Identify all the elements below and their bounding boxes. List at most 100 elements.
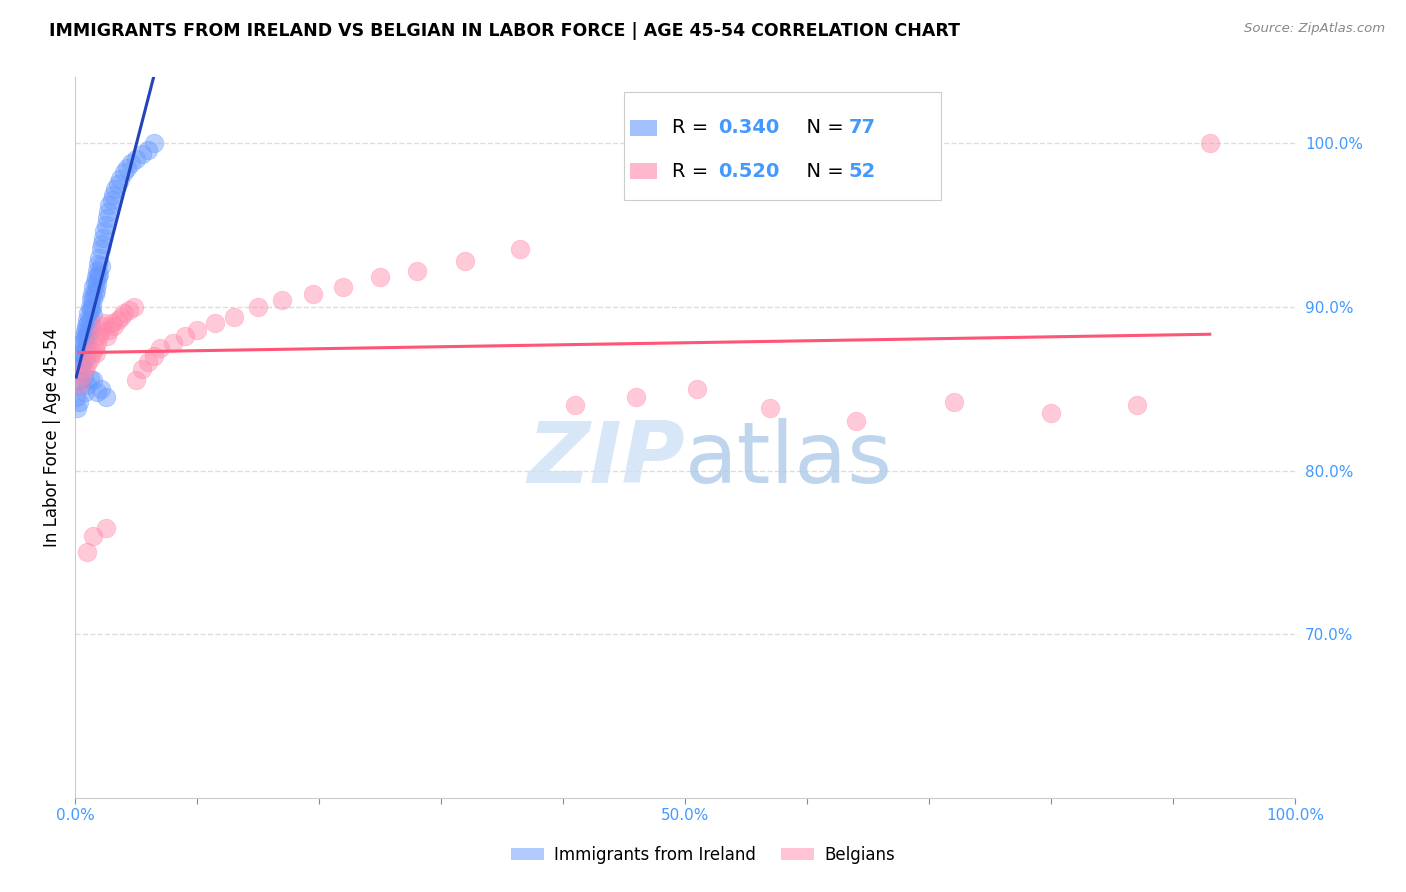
- Point: [86, 335, 108, 350]
- Point: [82, 373, 104, 387]
- Point: [103, 319, 125, 334]
- Point: [94, 390, 117, 404]
- Point: [332, 280, 354, 294]
- Point: [67, 394, 90, 409]
- Text: R =: R =: [672, 119, 714, 137]
- Point: [454, 253, 477, 268]
- Point: [73, 324, 96, 338]
- Point: [118, 303, 141, 318]
- Point: [72, 335, 94, 350]
- FancyBboxPatch shape: [624, 92, 941, 200]
- Point: [80, 303, 103, 318]
- Point: [89, 329, 111, 343]
- Point: [122, 300, 145, 314]
- Point: [84, 284, 107, 298]
- Point: [1125, 398, 1147, 412]
- Point: [79, 313, 101, 327]
- Point: [1198, 136, 1220, 150]
- Point: [87, 270, 110, 285]
- Point: [79, 352, 101, 367]
- Point: [97, 204, 120, 219]
- Point: [89, 251, 111, 265]
- Point: [72, 368, 94, 383]
- Point: [845, 414, 868, 428]
- Point: [83, 286, 105, 301]
- Point: [76, 378, 98, 392]
- Point: [72, 339, 94, 353]
- Point: [80, 292, 103, 306]
- Point: [98, 323, 121, 337]
- Point: [89, 267, 111, 281]
- Text: R =: R =: [672, 161, 714, 180]
- Point: [173, 329, 195, 343]
- Point: [79, 324, 101, 338]
- Point: [76, 313, 98, 327]
- Point: [72, 329, 94, 343]
- Point: [90, 324, 112, 338]
- Point: [65, 390, 87, 404]
- Point: [82, 308, 104, 322]
- Point: [84, 345, 107, 359]
- Y-axis label: In Labor Force | Age 45-54: In Labor Force | Age 45-54: [44, 328, 60, 548]
- Point: [77, 316, 100, 330]
- Point: [73, 362, 96, 376]
- Point: [91, 231, 114, 245]
- Point: [564, 398, 586, 412]
- Text: Source: ZipAtlas.com: Source: ZipAtlas.com: [1244, 22, 1385, 36]
- Point: [143, 136, 166, 150]
- Point: [76, 335, 98, 350]
- Point: [87, 257, 110, 271]
- Point: [136, 143, 159, 157]
- Point: [86, 384, 108, 399]
- Point: [90, 243, 112, 257]
- Point: [73, 384, 96, 399]
- Point: [1040, 406, 1063, 420]
- Point: [112, 165, 135, 179]
- Point: [66, 365, 89, 379]
- Point: [76, 323, 98, 337]
- Point: [101, 188, 124, 202]
- Text: N =: N =: [793, 119, 849, 137]
- Point: [70, 345, 93, 359]
- Point: [72, 357, 94, 371]
- Point: [66, 401, 89, 416]
- Point: [73, 333, 96, 347]
- Point: [72, 349, 94, 363]
- Point: [94, 521, 117, 535]
- Point: [93, 224, 115, 238]
- Point: [86, 263, 108, 277]
- Text: ZIP: ZIP: [527, 417, 685, 501]
- Point: [104, 182, 127, 196]
- Text: IMMIGRANTS FROM IRELAND VS BELGIAN IN LABOR FORCE | AGE 45-54 CORRELATION CHART: IMMIGRANTS FROM IRELAND VS BELGIAN IN LA…: [49, 22, 960, 40]
- Point: [90, 259, 112, 273]
- Point: [112, 306, 135, 320]
- Point: [69, 352, 91, 367]
- Point: [162, 335, 184, 350]
- Point: [107, 177, 129, 191]
- Bar: [630, 120, 657, 136]
- Point: [82, 292, 104, 306]
- Point: [90, 382, 112, 396]
- Point: [90, 237, 112, 252]
- Point: [82, 529, 104, 543]
- Text: 0.520: 0.520: [718, 161, 779, 180]
- Point: [90, 319, 112, 334]
- Point: [69, 378, 91, 392]
- Point: [84, 270, 107, 285]
- Point: [143, 349, 166, 363]
- Point: [80, 319, 103, 334]
- Text: 52: 52: [849, 161, 876, 180]
- Point: [70, 357, 93, 371]
- Point: [302, 286, 325, 301]
- Point: [72, 345, 94, 359]
- Point: [86, 277, 108, 291]
- Point: [626, 390, 648, 404]
- Point: [75, 352, 97, 367]
- Point: [405, 263, 427, 277]
- Point: [149, 341, 172, 355]
- Bar: [630, 163, 657, 179]
- Point: [117, 161, 139, 175]
- Legend: Immigrants from Ireland, Belgians: Immigrants from Ireland, Belgians: [505, 839, 901, 871]
- Text: 77: 77: [849, 119, 876, 137]
- Point: [80, 300, 103, 314]
